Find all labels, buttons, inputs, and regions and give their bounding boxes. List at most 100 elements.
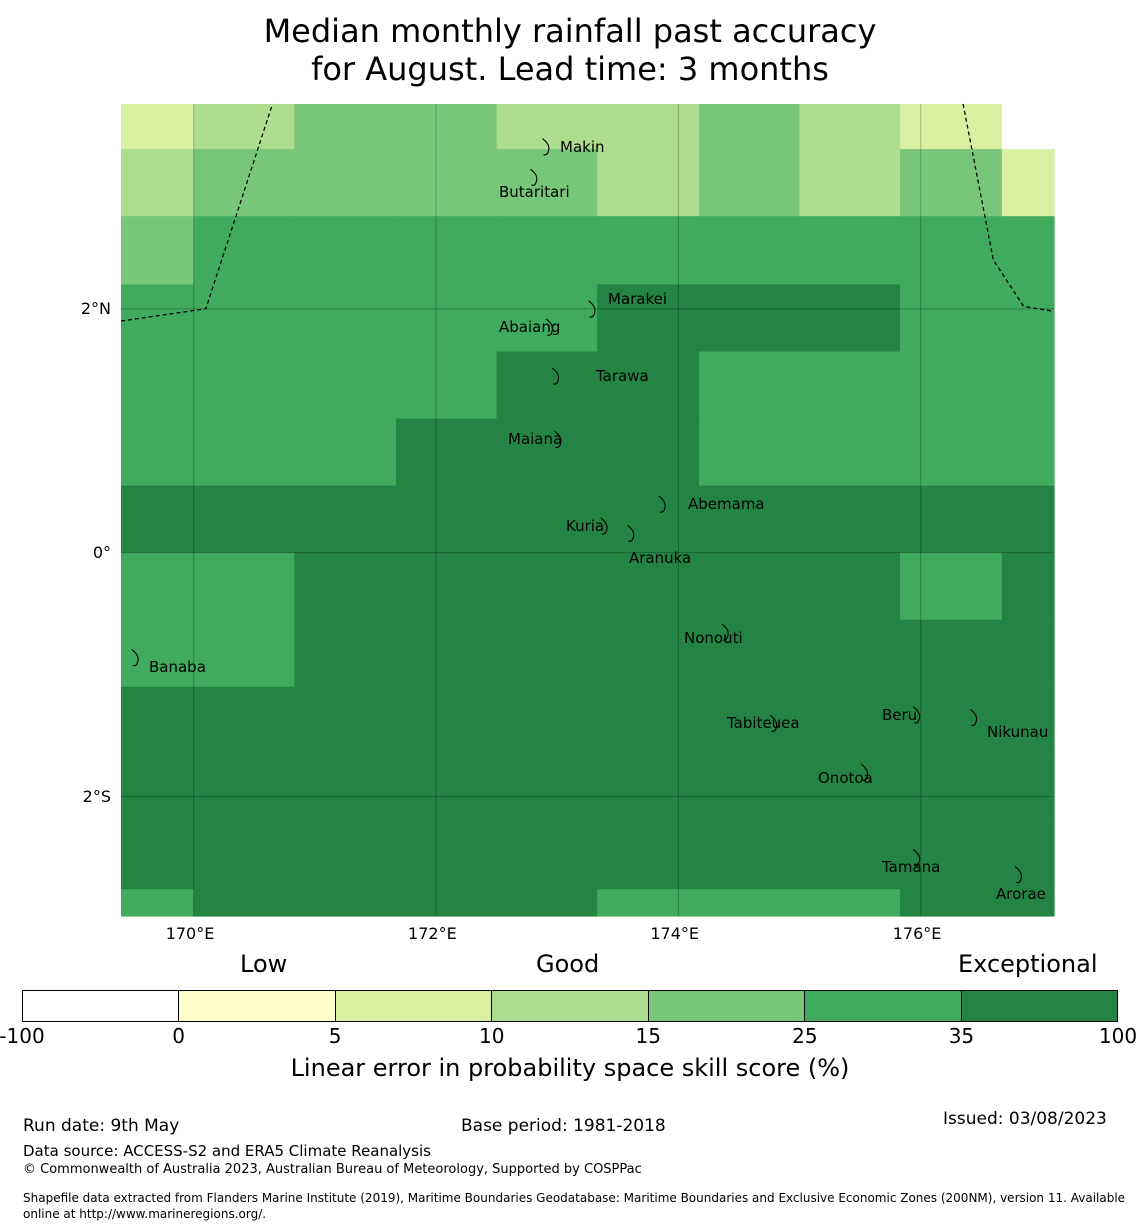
map-title-line2: for August. Lead time: 3 months [311, 50, 829, 88]
island-outline-tamana [912, 849, 921, 867]
skill-cell [900, 351, 1003, 420]
eez-boundary [962, 103, 1055, 312]
skill-cell [799, 889, 901, 917]
skill-cell [597, 104, 700, 150]
legend-category-low: Low [240, 950, 288, 978]
island-label-tabiteuea: Tabiteuea [727, 714, 800, 732]
skill-cell [1001, 104, 1055, 150]
skill-cell [294, 284, 397, 353]
skill-grid-cells [121, 104, 1055, 917]
skill-cell [121, 351, 195, 420]
skill-cell [496, 284, 598, 353]
island-outline-tabiteuea [769, 714, 778, 733]
skill-cell [699, 619, 801, 688]
skill-cell [294, 820, 397, 890]
skill-cell [396, 686, 498, 755]
skill-cell [396, 216, 498, 286]
skill-cell [193, 820, 295, 890]
skill-cell [1001, 753, 1055, 822]
lat-tick-label: 2°N [80, 298, 111, 318]
skill-cell [597, 820, 700, 890]
island-outline-makin [542, 138, 550, 156]
skill-cell [496, 619, 598, 688]
skill-cell [799, 552, 901, 621]
skill-cell [294, 753, 397, 822]
data-source: Data source: ACCESS-S2 and ERA5 Climate … [23, 1142, 431, 1160]
island-label-onotoa: Onotoa [818, 769, 873, 787]
skill-cell [496, 104, 598, 150]
lon-tick-label: 176°E [892, 924, 942, 943]
skill-cell [900, 753, 1003, 822]
skill-cell [396, 753, 498, 822]
skill-cell [193, 552, 295, 621]
skill-cell [496, 753, 598, 822]
skill-cell [699, 104, 801, 150]
island-label-tarawa: Tarawa [596, 367, 649, 385]
skill-cell [121, 686, 195, 755]
colorbar-tick-label: 35 [948, 1024, 975, 1048]
skill-cell [121, 889, 195, 917]
island-outline-tarawa [551, 367, 560, 385]
skill-cell [900, 284, 1003, 353]
skill-cell [121, 216, 195, 286]
lat-tick-label: 2°S [82, 786, 111, 806]
skill-cell [396, 820, 498, 890]
skill-cell [193, 284, 295, 353]
skill-cell [900, 686, 1003, 755]
island-outline-aranuka [627, 524, 635, 542]
island-label-aranuka: Aranuka [629, 549, 692, 567]
island-label-nonouti: Nonouti [684, 629, 743, 647]
copyright: © Commonwealth of Australia 2023, Austra… [23, 1162, 642, 1177]
skill-cell [121, 552, 195, 621]
skill-cell [799, 686, 901, 755]
skill-cell [699, 351, 801, 420]
island-outline-arorae [1014, 866, 1022, 884]
skill-cell [900, 216, 1003, 286]
colorbar-segment [961, 991, 1117, 1021]
skill-cell [1001, 485, 1055, 554]
colorbar-tick-label: 25 [792, 1024, 818, 1048]
skill-cell [799, 619, 901, 688]
skill-cell [699, 149, 801, 217]
skill-cell [1001, 686, 1055, 755]
skill-cell [597, 686, 700, 755]
lon-tick-label: 172°E [408, 924, 457, 943]
skill-cell [496, 889, 598, 917]
island-outline-kuria [600, 517, 608, 535]
skill-cell [799, 485, 901, 554]
skill-cell [121, 104, 195, 150]
island-outline-beru [912, 706, 921, 724]
colorbar-segment [492, 991, 649, 1021]
skill-map [120, 103, 1055, 917]
skill-cell [294, 686, 397, 755]
island-outline-onotoa [860, 763, 869, 781]
island-outline-marakei [588, 300, 596, 318]
colorbar-label: Linear error in probability space skill … [290, 1054, 850, 1082]
eez-boundary [120, 103, 274, 322]
colorbar-tick-label: 15 [635, 1024, 662, 1048]
map-title: Median monthly rainfall past accuracy fo… [0, 12, 1140, 88]
colorbar-segment [648, 991, 806, 1021]
run-date: Run date: 9th May [23, 1116, 180, 1136]
skill-cell [294, 619, 397, 688]
skill-cell [294, 351, 397, 420]
skill-cell [1001, 552, 1055, 621]
colorbar-tick-label: 100 [1098, 1024, 1138, 1048]
skill-cell [1001, 216, 1055, 286]
skill-cell [193, 418, 295, 487]
lon-tick-label: 174°E [650, 924, 700, 943]
skill-cell [1001, 351, 1055, 420]
island-label-makin: Makin [560, 138, 605, 156]
skill-cell [597, 418, 700, 487]
colorbar [22, 990, 1118, 1022]
skill-cell [900, 418, 1003, 487]
skill-cell [699, 485, 801, 554]
island-label-kuria: Kuria [566, 517, 605, 535]
island-label-arorae: Arorae [996, 885, 1046, 903]
skill-cell [496, 820, 598, 890]
skill-cell [799, 418, 901, 487]
skill-cell [900, 820, 1003, 890]
skill-cell [121, 418, 195, 487]
skill-cell [597, 552, 700, 621]
skill-cell [799, 753, 901, 822]
